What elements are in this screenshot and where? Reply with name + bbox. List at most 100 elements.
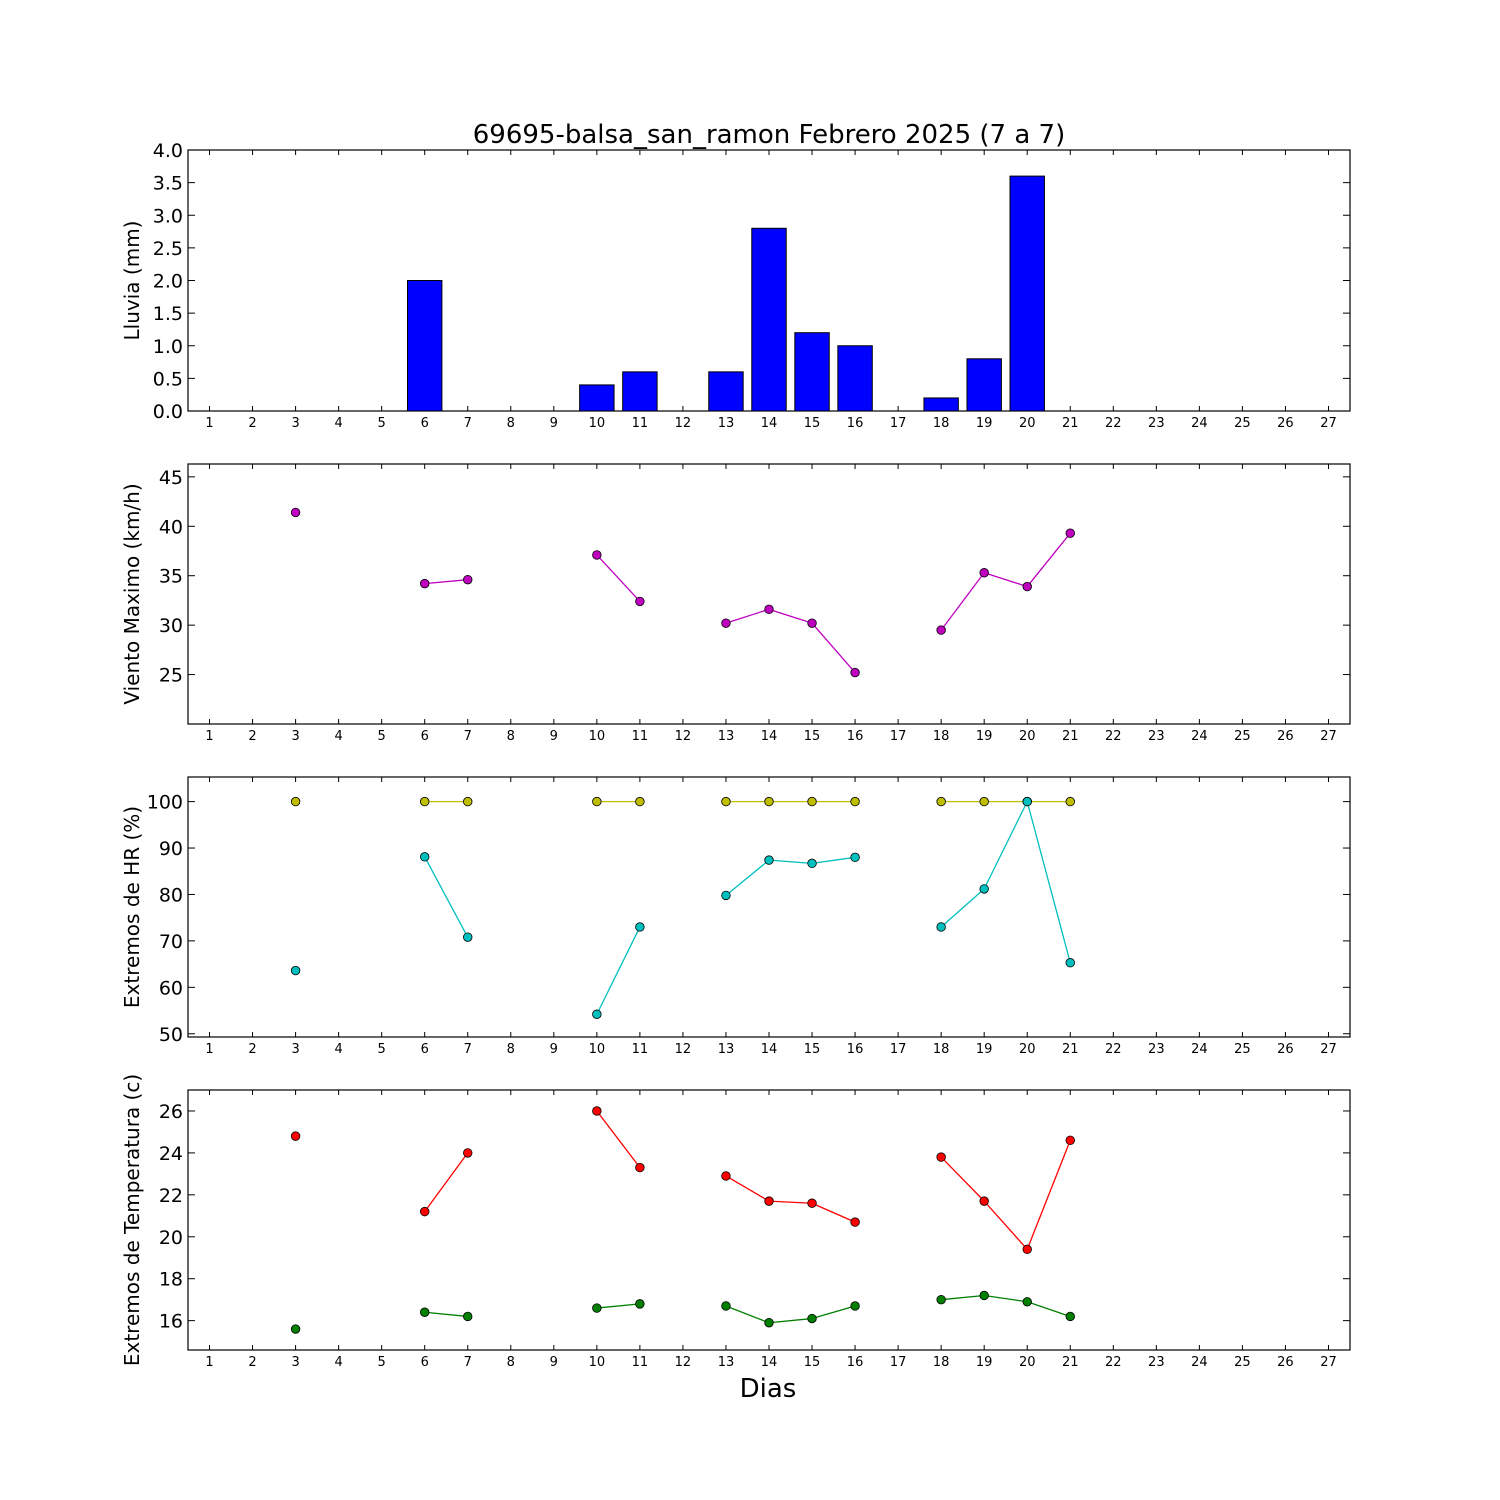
- x-tick-label: 13: [718, 416, 735, 431]
- x-tick-label: 11: [632, 729, 649, 744]
- x-tick-label: 8: [507, 416, 515, 431]
- series-line-segment: [940, 1156, 985, 1202]
- x-tick-label: 24: [1191, 416, 1208, 431]
- data-point: [807, 1313, 817, 1324]
- y-tick-label: 1.0: [153, 336, 183, 358]
- x-tick-label: 15: [804, 416, 821, 431]
- data-point: [764, 1318, 774, 1328]
- x-tick-label: 14: [761, 1042, 778, 1057]
- x-tick-label: 25: [1234, 729, 1251, 744]
- x-tick-label: 27: [1320, 416, 1337, 431]
- series-line-segment: [725, 608, 770, 624]
- series-line-segment: [596, 926, 641, 1015]
- data-point: [764, 796, 774, 807]
- data-point: [1022, 1297, 1032, 1307]
- x-tick-label: 19: [976, 1355, 993, 1370]
- x-tick-label: 21: [1062, 1355, 1079, 1370]
- y-tick-label: 22: [159, 1185, 183, 1207]
- x-tick-label: 24: [1191, 1355, 1208, 1370]
- x-tick-label: 16: [847, 1042, 864, 1057]
- x-tick-label: 15: [804, 1042, 821, 1057]
- series-line-segment: [1027, 1301, 1071, 1318]
- x-tick-label: 10: [589, 1042, 606, 1057]
- data-point: [850, 1301, 860, 1311]
- x-tick-label: 9: [550, 729, 558, 744]
- data-point: [635, 922, 645, 932]
- series-line-segment: [768, 1317, 813, 1324]
- series-line-segment: [768, 859, 813, 865]
- data-point: [635, 1299, 645, 1309]
- axes-frame: [187, 1089, 1351, 1351]
- x-tick-label: 2: [248, 416, 256, 431]
- series-line-segment: [984, 1294, 1028, 1303]
- data-point: [463, 796, 473, 807]
- x-tick-label: 4: [334, 1355, 342, 1370]
- x-tick-label: 10: [589, 416, 606, 431]
- x-tick-label: 8: [507, 729, 515, 744]
- series-line-segment: [424, 856, 469, 938]
- x-tick-label: 17: [890, 416, 907, 431]
- x-tick-label: 20: [1019, 729, 1036, 744]
- y-tick-label: 0.0: [153, 401, 183, 423]
- data-point: [721, 1171, 731, 1181]
- x-tick-label: 5: [378, 729, 386, 744]
- series-line-segment: [811, 856, 856, 865]
- data-point: [1065, 528, 1075, 538]
- data-point: [420, 796, 430, 807]
- data-point: [1065, 958, 1075, 968]
- x-tick-label: 27: [1320, 1355, 1337, 1370]
- x-tick-label: 3: [291, 729, 299, 744]
- rain-panel: 1 2 3 4 5 6 7 8 9 10 11 12 13 14 15 16 17 18 19 20 21 22 23 24 2…: [120, 140, 1351, 431]
- x-tick-label: 19: [976, 1042, 993, 1057]
- data-point: [1022, 1244, 1032, 1255]
- x-tick-label: 16: [847, 1355, 864, 1370]
- y-axis-label: Extremos de HR (%): [120, 806, 144, 1008]
- data-point: [420, 1307, 430, 1317]
- y-tick-label: 40: [159, 516, 183, 538]
- y-tick-label: 100: [147, 792, 183, 814]
- data-point: [721, 1301, 731, 1311]
- data-point: [936, 922, 946, 932]
- series-line-segment: [811, 1305, 856, 1320]
- data-point: [420, 852, 430, 862]
- x-tick-label: 23: [1148, 1355, 1165, 1370]
- rain-bar: [1009, 175, 1045, 412]
- series-line-segment: [983, 1200, 1028, 1250]
- y-tick-label: 20: [159, 1227, 183, 1249]
- series-line-segment: [596, 1110, 641, 1168]
- series-line-segment: [1026, 532, 1071, 587]
- data-point: [420, 578, 430, 589]
- x-tick-label: 6: [421, 1042, 429, 1057]
- chart-title: 69695-balsa_san_ramon Febrero 2025 (7 a …: [473, 120, 1066, 150]
- y-axis-label: Extremos de Temperatura (c): [120, 1074, 144, 1366]
- x-tick-label: 15: [804, 729, 821, 744]
- data-point: [420, 1206, 430, 1217]
- x-tick-label: 22: [1105, 416, 1122, 431]
- y-tick-label: 0.5: [153, 368, 183, 390]
- x-tick-label: 25: [1234, 416, 1251, 431]
- data-point: [635, 596, 645, 607]
- data-point: [807, 1198, 817, 1208]
- data-point: [936, 796, 946, 807]
- x-tick-label: 17: [890, 1355, 907, 1370]
- data-point: [463, 1311, 473, 1322]
- x-tick-label: 1: [205, 416, 213, 431]
- data-point: [635, 1162, 645, 1173]
- y-tick-label: 2.0: [153, 271, 183, 293]
- data-point: [979, 884, 989, 894]
- x-tick-label: 11: [632, 416, 649, 431]
- series-line-segment: [725, 859, 770, 896]
- data-point: [635, 796, 645, 807]
- series-line-segment: [811, 622, 856, 674]
- x-tick-label: 20: [1019, 1355, 1036, 1370]
- data-point: [979, 796, 989, 807]
- x-tick-label: 3: [291, 416, 299, 431]
- series-line-segment: [940, 572, 985, 631]
- x-axis-label: Dias: [740, 1374, 797, 1404]
- y-tick-label: 60: [159, 977, 183, 999]
- x-tick-label: 2: [248, 729, 256, 744]
- x-tick-label: 23: [1148, 729, 1165, 744]
- data-point: [721, 796, 731, 807]
- series-line-segment: [983, 801, 1028, 890]
- x-tick-label: 3: [291, 1042, 299, 1057]
